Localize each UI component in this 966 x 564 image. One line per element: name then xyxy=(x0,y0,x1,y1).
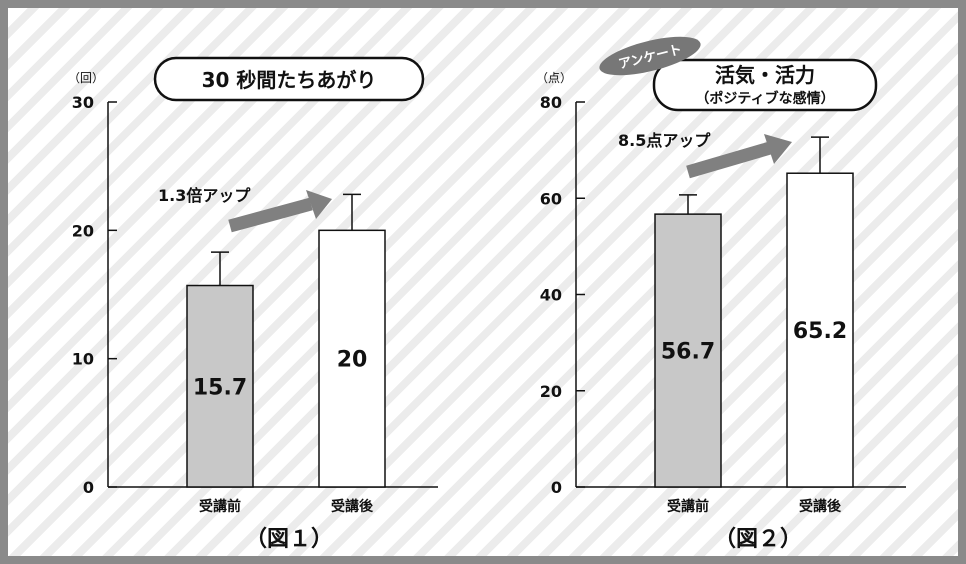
chart-2-value-label-1: 65.2 xyxy=(793,319,847,344)
chart-2-subtitle: （ポジティブな感情） xyxy=(695,90,834,107)
chart-2-ytick-label-3: 60 xyxy=(540,189,562,208)
chart-1-unit: （回） xyxy=(68,71,104,85)
chart-1-annotation: 1.3倍アップ xyxy=(158,186,251,205)
chart-1-arrow xyxy=(228,190,332,233)
chart-1-ytick-label-3: 30 xyxy=(72,93,94,112)
chart-1-caption: （図１） xyxy=(245,527,333,552)
chart-1-value-label-1: 20 xyxy=(337,348,368,373)
chart-1-ytick-label-1: 10 xyxy=(72,350,94,369)
chart-2-arrow xyxy=(686,134,792,179)
chart-1-bar-1 xyxy=(318,229,386,488)
chart-2-caption: （図２） xyxy=(714,527,802,552)
chart-2-bar-1 xyxy=(786,172,854,488)
chart-1-ytick-label-2: 20 xyxy=(72,221,94,240)
chart-2-category-label-0: 受講前 xyxy=(667,498,709,515)
chart-2-unit: （点） xyxy=(536,71,572,85)
chart-2-ytick-label-1: 20 xyxy=(540,382,562,401)
chart-2-bar-0 xyxy=(654,213,722,488)
chart-1-title: 30 秒間たちあがり xyxy=(202,68,377,92)
chart-1-title-box xyxy=(153,56,425,102)
chart-2-ytick-label-0: 0 xyxy=(551,478,562,497)
chart-2-category-label-1: 受講後 xyxy=(799,498,842,515)
chart-2-ytick-label-2: 40 xyxy=(540,286,562,305)
chart-1-category-label-0: 受講前 xyxy=(199,498,241,515)
chart-1-value-label-0: 15.7 xyxy=(193,375,247,400)
charts-canvas: （回） 30 秒間たちあがり 1.3倍アップ （図１） 0 10 20 30 15.7 受… xyxy=(68,36,906,552)
chart-2-value-label-0: 56.7 xyxy=(661,340,715,365)
chart-2: （点） 活気・活力 （ポジティブな感情） アンケート 8.5点アップ （図２） … xyxy=(536,36,906,552)
chart-1-ytick-label-0: 0 xyxy=(83,478,94,497)
chart-2-title: 活気・活力 xyxy=(715,63,815,87)
chart-1-category-label-1: 受講後 xyxy=(331,498,374,515)
chart-2-title-box xyxy=(652,58,878,112)
chart-1-bar-0 xyxy=(186,284,254,488)
chart-1: （回） 30 秒間たちあがり 1.3倍アップ （図１） 0 10 20 30 15.7 受… xyxy=(68,56,438,552)
chart-2-annotation: 8.5点アップ xyxy=(618,131,711,150)
chart-2-ytick-label-4: 80 xyxy=(540,93,562,112)
